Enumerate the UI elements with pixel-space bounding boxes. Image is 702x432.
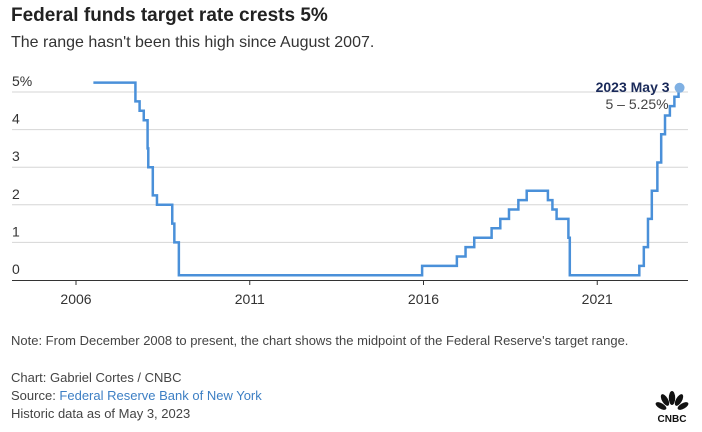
y-tick-label: 4: [12, 111, 20, 127]
x-tick-label: 2016: [408, 291, 439, 307]
data-date: Historic data as of May 3, 2023: [11, 406, 191, 421]
source-label: Source:: [11, 388, 60, 403]
svg-text:CNBC: CNBC: [658, 414, 687, 424]
y-tick-label: 1: [12, 223, 20, 239]
cnbc-logo: CNBC: [655, 391, 689, 424]
annotation-date: 2023 May 3: [596, 79, 670, 95]
x-tick-label: 2006: [60, 291, 91, 307]
latest-point-marker: [674, 82, 685, 93]
source-line: Source: Federal Reserve Bank of New York: [11, 388, 262, 403]
y-tick-label: 3: [12, 148, 20, 164]
annotation-value: 5 – 5.25%: [606, 96, 669, 112]
footnote: Note: From December 2008 to present, the…: [11, 333, 629, 348]
x-tick-label: 2021: [582, 291, 613, 307]
chart-area: 0 1 2 3 4 5% 2006 2011 2016 2021 2023 May 3 5 – …: [12, 73, 688, 307]
chart-credit: Chart: Gabriel Cortes / CNBC: [11, 370, 182, 385]
rate-line: [93, 81, 680, 277]
x-tick-label: 2011: [235, 291, 265, 307]
source-link[interactable]: Federal Reserve Bank of New York: [59, 388, 262, 403]
y-tick-label: 2: [12, 186, 20, 202]
chart-title: Federal funds target rate crests 5%: [11, 5, 328, 26]
y-tick-label: 5%: [12, 73, 32, 89]
chart-subtitle: The range hasn't been this high since Au…: [11, 34, 375, 51]
y-tick-label: 0: [12, 261, 20, 277]
